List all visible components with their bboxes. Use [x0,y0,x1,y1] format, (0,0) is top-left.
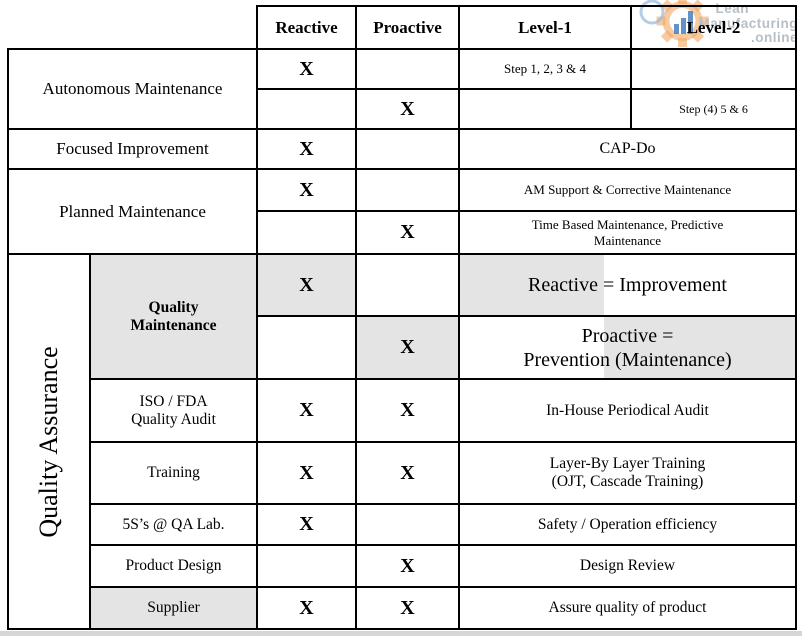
row-focused-improvement: Focused Improvement X CAP-Do [7,128,797,170]
cell-fi-reactive: X [256,128,357,170]
cell-fi-proactive [355,128,460,170]
label-supplier: Supplier [89,586,258,630]
cell-iso-reactive: X [256,378,357,443]
cell-am2-proactive: X [355,88,460,130]
label-quality-assurance: Quality Assurance [7,253,91,630]
row-product-design: Product Design X Design Review [8,544,797,588]
column-header-level2: Level-2 [630,5,797,50]
column-header-reactive: Reactive [256,5,357,50]
cell-qm2-reactive [256,315,357,380]
row-supplier: Supplier X X Assure quality of product [8,586,797,630]
row-5s-qa-lab: 5S’s @ QA Lab. X Safety / Operation effi… [8,503,797,546]
cell-qm1-reactive: X [256,253,357,317]
tpm-qa-matrix-table: Reactive Proactive Level-1 Level-2 Auton… [7,5,797,630]
row-planned-1: Planned Maintenance X AM Support & Corre… [7,168,797,255]
header-row: Reactive Proactive Level-1 Level-2 [8,5,797,50]
label-focused-improvement: Focused Improvement [7,128,258,170]
cell-qm1-proactive [355,253,460,317]
cell-5s-proactive [355,503,460,546]
cell-pd-proactive: X [355,544,460,588]
cell-pm1-levels: AM Support & Corrective Maintenance [458,168,797,212]
row-quality-maintenance-2: X Proactive = Prevention (Maintenance) [8,315,797,380]
window-bottom-edge [0,631,802,636]
cell-am1-level1: Step 1, 2, 3 & 4 [458,48,632,90]
cell-am2-level1 [458,88,632,130]
cell-5s-reactive: X [256,503,357,546]
row-training: Training X X Layer-By Layer Training (OJ… [8,441,797,505]
label-5s-qa-lab: 5S’s @ QA Lab. [89,503,258,546]
row-autonomous-1: Autonomous Maintenance X Step 1, 2, 3 & … [7,48,797,130]
label-training: Training [89,441,258,505]
cell-supplier-reactive: X [256,586,357,630]
cell-pm2-levels: Time Based Maintenance, Predictive Maint… [458,210,797,255]
cell-iso-levels: In-House Periodical Audit [458,378,797,443]
row-planned-2: X Time Based Maintenance, Predictive Mai… [8,210,797,255]
cell-fi-levels: CAP-Do [458,128,797,170]
cell-am1-reactive: X [256,48,357,90]
cell-am2-reactive [256,88,357,130]
row-quality-maintenance-1: Quality Assurance Quality Maintenance X … [7,253,797,630]
cell-pd-reactive [256,544,357,588]
label-autonomous-maintenance: Autonomous Maintenance [7,48,258,130]
label-product-design: Product Design [89,544,258,588]
cell-pd-levels: Design Review [458,544,797,588]
cell-qm2-levels: Proactive = Prevention (Maintenance) [458,315,797,380]
label-quality-maintenance: Quality Maintenance [89,253,258,380]
cell-supplier-levels: Assure quality of product [458,586,797,630]
row-iso-fda: ISO / FDA Quality Audit X X In-House Per… [8,378,797,443]
cell-pm1-proactive [355,168,460,212]
cell-pm1-reactive: X [256,168,357,212]
column-header-level1: Level-1 [458,5,632,50]
column-header-proactive: Proactive [355,5,460,50]
cell-training-proactive: X [355,441,460,505]
cell-training-levels: Layer-By Layer Training (OJT, Cascade Tr… [458,441,797,505]
quality-assurance-vertical-text: Quality Assurance [34,345,63,538]
cell-pm2-reactive [256,210,357,255]
label-iso-fda-quality-audit: ISO / FDA Quality Audit [89,378,258,443]
cell-iso-proactive: X [355,378,460,443]
cell-qm2-proactive: X [355,315,460,380]
cell-training-reactive: X [256,441,357,505]
cell-5s-levels: Safety / Operation efficiency [458,503,797,546]
cell-am1-level2 [630,48,797,90]
cell-am2-level2: Step (4) 5 & 6 [630,88,797,130]
label-planned-maintenance: Planned Maintenance [7,168,258,255]
cell-pm2-proactive: X [355,210,460,255]
cell-qm1-levels: Reactive = Improvement [458,253,797,317]
corner-blank [8,6,257,49]
row-autonomous-2: X Step (4) 5 & 6 [8,88,797,130]
cell-am1-proactive [355,48,460,90]
cell-supplier-proactive: X [355,586,460,630]
